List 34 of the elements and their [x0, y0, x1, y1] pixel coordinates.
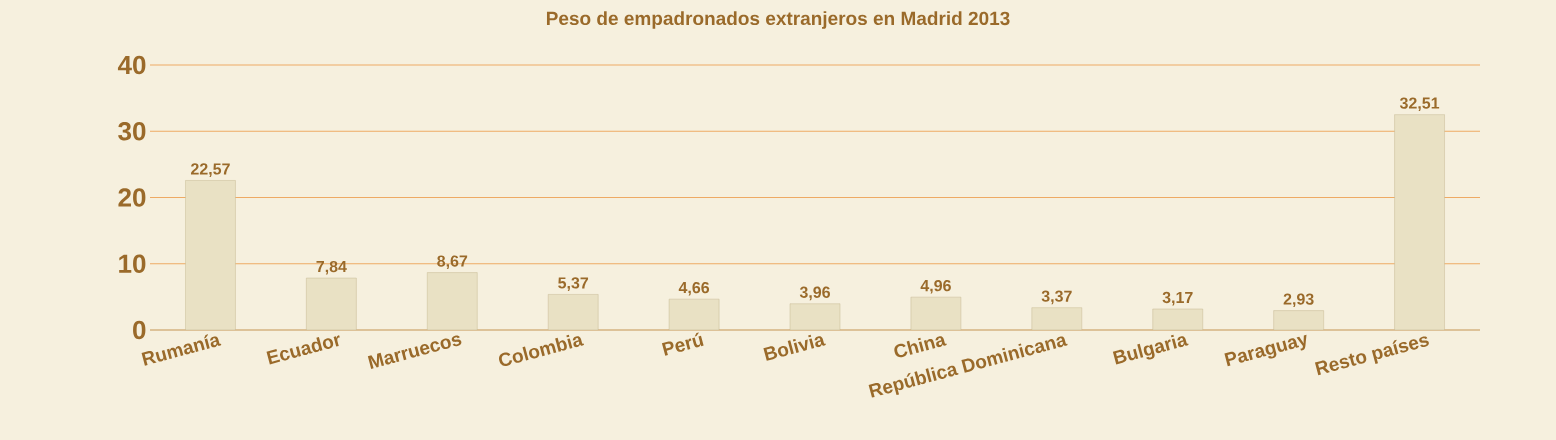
x-tick-label: China	[894, 336, 947, 358]
x-tick-label: Bolivia	[763, 334, 826, 361]
x-tick-label: Resto países	[1314, 336, 1429, 376]
x-tick-label: Perú	[661, 332, 704, 356]
data-label: 32,51	[1399, 97, 1440, 112]
data-label: 3,17	[1162, 291, 1193, 306]
x-tick-label: Colombia	[499, 334, 584, 367]
bar	[1394, 114, 1445, 330]
y-tick-label: 20	[118, 188, 146, 207]
x-tick-label: Paraguay	[1224, 334, 1307, 367]
y-tick-label: 30	[118, 122, 146, 141]
bar	[427, 272, 478, 330]
data-label: 8,67	[437, 255, 468, 270]
x-tick-label: Ecuador	[266, 335, 340, 365]
data-label: 7,84	[316, 260, 347, 275]
bar	[547, 294, 599, 330]
y-tick-label: 10	[119, 254, 146, 273]
data-label: 4,66	[678, 281, 710, 296]
data-label: 5,37	[558, 277, 589, 291]
bar	[668, 298, 720, 330]
data-label: 3,37	[1041, 290, 1072, 305]
chart-title: Peso de empadronados extranjeros en Madrid 2013	[546, 11, 1010, 29]
bar	[1031, 307, 1083, 330]
data-label: 22,57	[190, 163, 230, 177]
data-label: 3,96	[799, 286, 830, 301]
bar	[910, 296, 962, 330]
data-label: 4,96	[920, 279, 951, 294]
bar	[185, 180, 236, 330]
bar	[1273, 310, 1324, 330]
data-label: 2,93	[1283, 293, 1314, 308]
bar	[306, 277, 357, 330]
bar	[789, 303, 841, 330]
y-tick-label: 40	[117, 55, 146, 75]
x-tick-label: Bulgaria	[1112, 334, 1189, 365]
